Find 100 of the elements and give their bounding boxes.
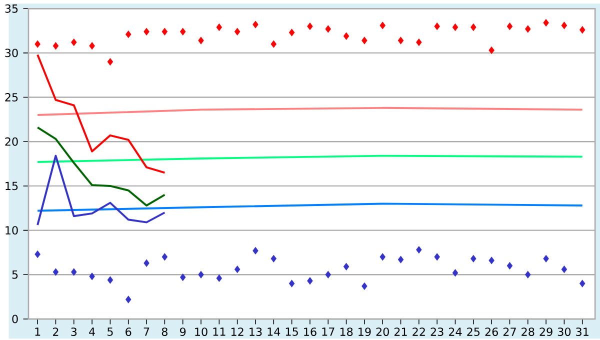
x-tick-label: 10: [195, 327, 208, 336]
point: [398, 36, 404, 44]
point: [71, 38, 77, 46]
y-tick-label: 5: [12, 270, 18, 279]
point: [234, 28, 240, 36]
point: [180, 273, 186, 281]
y-tick-label: 30: [5, 48, 18, 57]
point: [488, 46, 494, 54]
x-tick-label: 3: [71, 327, 77, 336]
point: [561, 265, 568, 273]
point: [506, 262, 513, 270]
point: [34, 250, 40, 258]
point: [307, 276, 313, 284]
point: [325, 270, 331, 278]
point: [561, 22, 568, 29]
point: [580, 280, 586, 288]
y-tick-label: 35: [5, 4, 18, 13]
line-series: [36, 154, 166, 226]
point: [506, 22, 513, 30]
point: [180, 28, 186, 36]
x-tick-label: 20: [376, 327, 389, 336]
point: [580, 26, 586, 34]
point: [126, 296, 132, 303]
point: [107, 58, 114, 66]
x-tick-label: 6: [126, 327, 132, 336]
point: [216, 23, 222, 31]
point: [107, 276, 114, 284]
point: [452, 23, 458, 31]
point: [198, 36, 204, 44]
point: [270, 40, 276, 48]
point: [543, 254, 549, 262]
point: [470, 23, 476, 31]
point: [234, 265, 240, 273]
x-tick-label: 27: [503, 327, 516, 336]
point: [89, 42, 95, 50]
point: [398, 256, 404, 264]
point: [288, 280, 295, 288]
point: [470, 254, 476, 262]
line-series: [36, 54, 166, 174]
point: [252, 20, 258, 28]
x-tick-label: 15: [286, 327, 298, 336]
point: [89, 272, 95, 280]
x-tick-label: 11: [213, 327, 226, 336]
x-tick-label: 29: [540, 327, 552, 336]
point: [543, 18, 549, 26]
x-tick-label: 4: [89, 327, 95, 336]
point: [52, 268, 59, 276]
line-series: [36, 154, 584, 163]
x-tick-label: 30: [558, 327, 571, 336]
x-tick-label: 31: [576, 327, 588, 336]
point: [270, 254, 276, 262]
y-tick-label: 15: [6, 182, 18, 190]
point: [52, 42, 59, 50]
point: [416, 246, 422, 254]
point: [434, 253, 440, 260]
x-tick-label: 28: [522, 327, 534, 336]
x-tick-label: 22: [412, 327, 425, 336]
point: [362, 36, 368, 44]
x-tick-label: 2: [53, 327, 58, 336]
x-tick-label: 17: [322, 327, 334, 336]
point: [434, 22, 440, 30]
point: [325, 25, 331, 32]
x-tick-label: 24: [448, 327, 462, 336]
x-tick-label: 7: [144, 327, 150, 336]
point: [144, 259, 150, 267]
point: [216, 274, 222, 282]
x-tick-label: 16: [304, 327, 316, 336]
point: [488, 256, 494, 264]
point: [362, 282, 368, 290]
point: [343, 262, 350, 270]
point: [525, 25, 531, 32]
point: [162, 28, 168, 36]
point: [71, 268, 77, 276]
x-tick-label: 9: [180, 327, 186, 336]
x-tick-label: 21: [394, 327, 407, 336]
point: [380, 22, 386, 29]
point: [380, 253, 386, 260]
point: [416, 38, 422, 46]
x-tick-label: 1: [35, 327, 40, 336]
line-series: [36, 126, 166, 206]
point: [162, 253, 168, 260]
point: [198, 270, 204, 278]
point: [288, 28, 295, 36]
x-tick-label: 23: [430, 327, 444, 336]
y-tick-label: 25: [5, 92, 18, 102]
line-series: [36, 202, 584, 212]
point: [525, 270, 531, 278]
x-tick-label: 18: [340, 327, 353, 336]
x-tick-label: 5: [108, 327, 113, 336]
x-tick-label: 25: [467, 327, 480, 336]
y-tick-label: 10: [6, 226, 18, 234]
x-tick-label: 12: [231, 327, 244, 336]
y-tick-label: 20: [5, 137, 18, 146]
x-tick-label: 14: [268, 327, 280, 336]
x-tick-label: 8: [162, 327, 168, 336]
point: [34, 40, 40, 48]
point: [252, 246, 258, 254]
x-tick-label: 26: [485, 327, 498, 336]
x-tick-label: 19: [358, 327, 371, 336]
point: [452, 269, 458, 276]
